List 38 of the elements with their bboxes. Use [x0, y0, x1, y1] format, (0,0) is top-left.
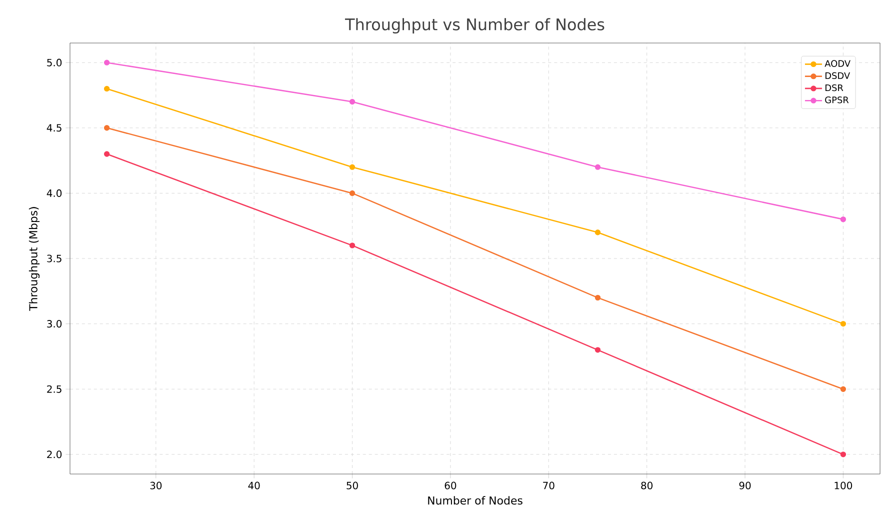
- point: [840, 452, 846, 458]
- point: [349, 164, 356, 170]
- point: [594, 294, 601, 301]
- point: [104, 151, 110, 157]
- point: [840, 386, 846, 392]
- y-axis-title: Throughput (Mbps): [28, 207, 40, 311]
- y-tick-label: 3.5: [47, 254, 62, 262]
- y-tick-label: 4.5: [46, 124, 62, 132]
- point: [594, 164, 601, 170]
- x-tick-label: 80: [641, 482, 653, 490]
- legend-label: AODV: [824, 60, 850, 67]
- legend-label: DSR: [825, 84, 844, 92]
- x-axis-title: Number of Nodes: [428, 496, 522, 505]
- x-tick-label: 60: [444, 482, 456, 490]
- chart-title: Throughput vs Number of Nodes: [345, 18, 604, 34]
- legend-label: GPSR: [825, 96, 849, 104]
- point: [104, 86, 110, 92]
- point: [349, 242, 356, 248]
- point: [349, 98, 356, 105]
- point: [594, 347, 601, 353]
- point: [349, 190, 356, 196]
- point: [104, 125, 110, 131]
- legend-label: DSDV: [825, 72, 850, 80]
- x-tick-label: 40: [248, 482, 260, 490]
- y-tick-label: 4.0: [46, 189, 62, 197]
- point: [840, 216, 846, 222]
- y-tick-label: 2.0: [47, 450, 62, 458]
- point: [104, 60, 110, 66]
- y-tick-label: 3.0: [47, 320, 62, 328]
- x-tick-label: 100: [834, 482, 852, 490]
- x-tick-label: 30: [150, 482, 162, 490]
- point: [840, 320, 846, 327]
- x-tick-label: 70: [543, 482, 554, 490]
- x-tick-label: 90: [739, 482, 751, 490]
- y-tick-label: 5.0: [47, 58, 62, 66]
- y-tick-label: 2.5: [47, 385, 62, 393]
- x-tick-label: 50: [346, 482, 358, 490]
- point: [594, 230, 601, 236]
